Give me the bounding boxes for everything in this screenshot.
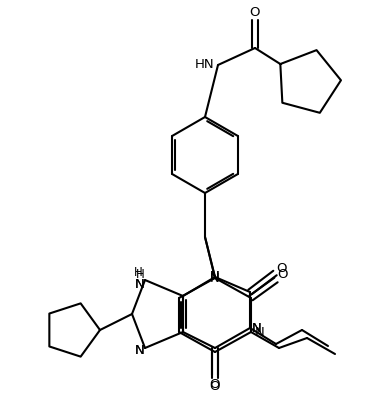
Text: N: N	[135, 278, 145, 291]
Text: N: N	[210, 270, 220, 283]
Text: N: N	[255, 326, 265, 339]
Text: O: O	[250, 7, 260, 20]
Text: H: H	[136, 268, 144, 281]
Text: HN: HN	[194, 59, 214, 71]
Text: N: N	[135, 278, 145, 291]
Text: N: N	[252, 321, 262, 334]
Text: N: N	[135, 344, 145, 357]
Text: O: O	[210, 377, 220, 390]
Text: O: O	[277, 263, 287, 275]
Text: H: H	[134, 265, 142, 278]
Text: N: N	[252, 321, 262, 334]
Text: N: N	[135, 344, 145, 357]
Text: N: N	[210, 272, 220, 285]
Text: N: N	[210, 270, 220, 283]
Text: O: O	[278, 268, 288, 281]
Text: O: O	[210, 380, 220, 393]
